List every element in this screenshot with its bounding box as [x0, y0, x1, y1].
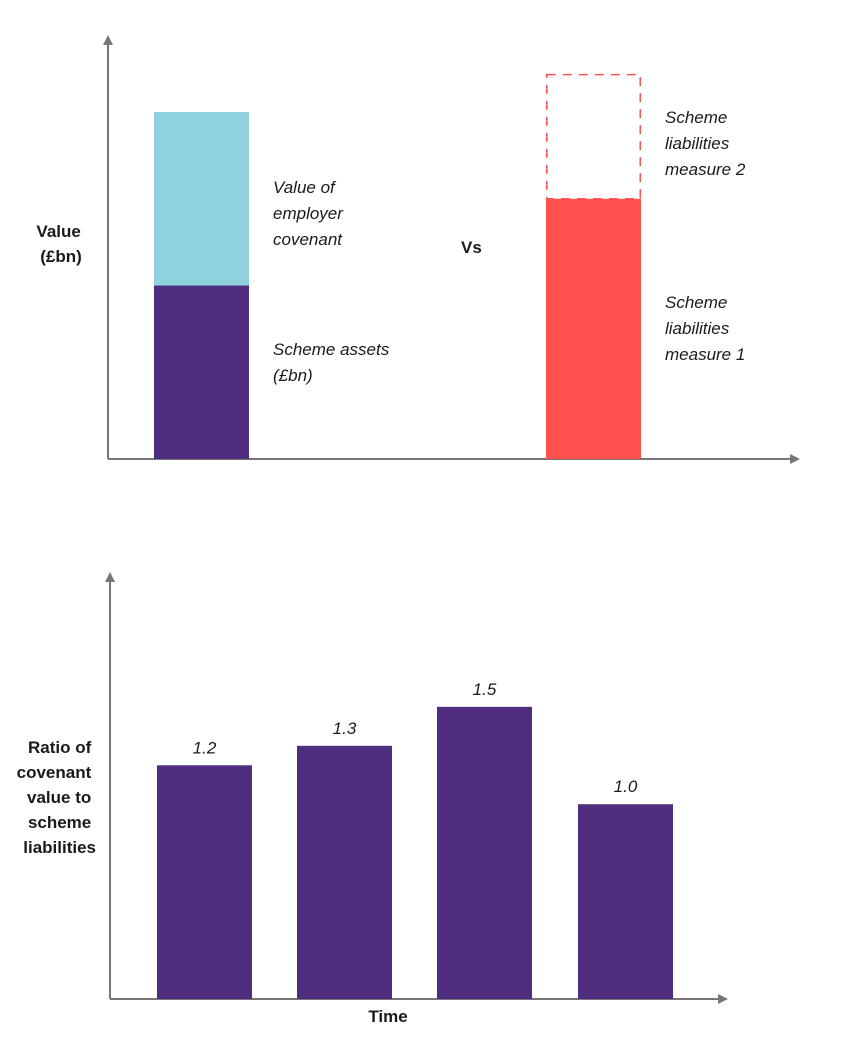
bar-scheme-liabilities-measure-1	[546, 198, 641, 460]
bar-employer-covenant	[154, 112, 249, 286]
ratio-bar	[157, 765, 252, 999]
label-scheme-assets: Scheme assets (£bn)	[273, 340, 394, 385]
ratio-bar	[437, 706, 532, 999]
label-value-of-employer-covenant: Value of employer covenant	[273, 178, 348, 249]
label-scheme-liabilities-measure-1: Scheme liabilities measure 1	[665, 293, 745, 364]
bar-scheme-liabilities-measure-2	[546, 73, 641, 200]
bar-data-label: 1.5	[473, 680, 497, 699]
ratio-bars: 1.2 1.3 1.5 1.0	[157, 680, 673, 999]
ratio-bar	[297, 745, 392, 999]
bar-data-label: 1.2	[193, 738, 217, 757]
x-axis-label: Time	[368, 1007, 407, 1026]
value-comparison-chart: Value (£bn) Value of employer covenant S…	[36, 35, 800, 464]
covenant-ratio-chart: Ratio of covenant value to scheme liabil…	[17, 572, 728, 1026]
bar-data-label: 1.0	[614, 777, 638, 796]
y-axis-label: Value (£bn)	[36, 222, 85, 266]
vs-label: Vs	[461, 238, 482, 257]
bar-data-label: 1.3	[333, 719, 357, 738]
bar-scheme-assets	[154, 285, 249, 459]
label-scheme-liabilities-measure-2: Scheme liabilities measure 2	[665, 108, 746, 179]
y-axis-label: Ratio of covenant value to scheme liabil…	[17, 738, 96, 857]
ratio-bar	[578, 804, 673, 999]
